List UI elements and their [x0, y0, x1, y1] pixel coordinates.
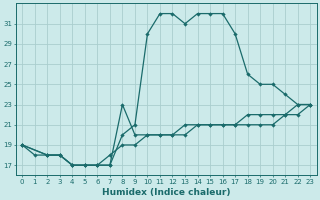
X-axis label: Humidex (Indice chaleur): Humidex (Indice chaleur) — [102, 188, 230, 197]
